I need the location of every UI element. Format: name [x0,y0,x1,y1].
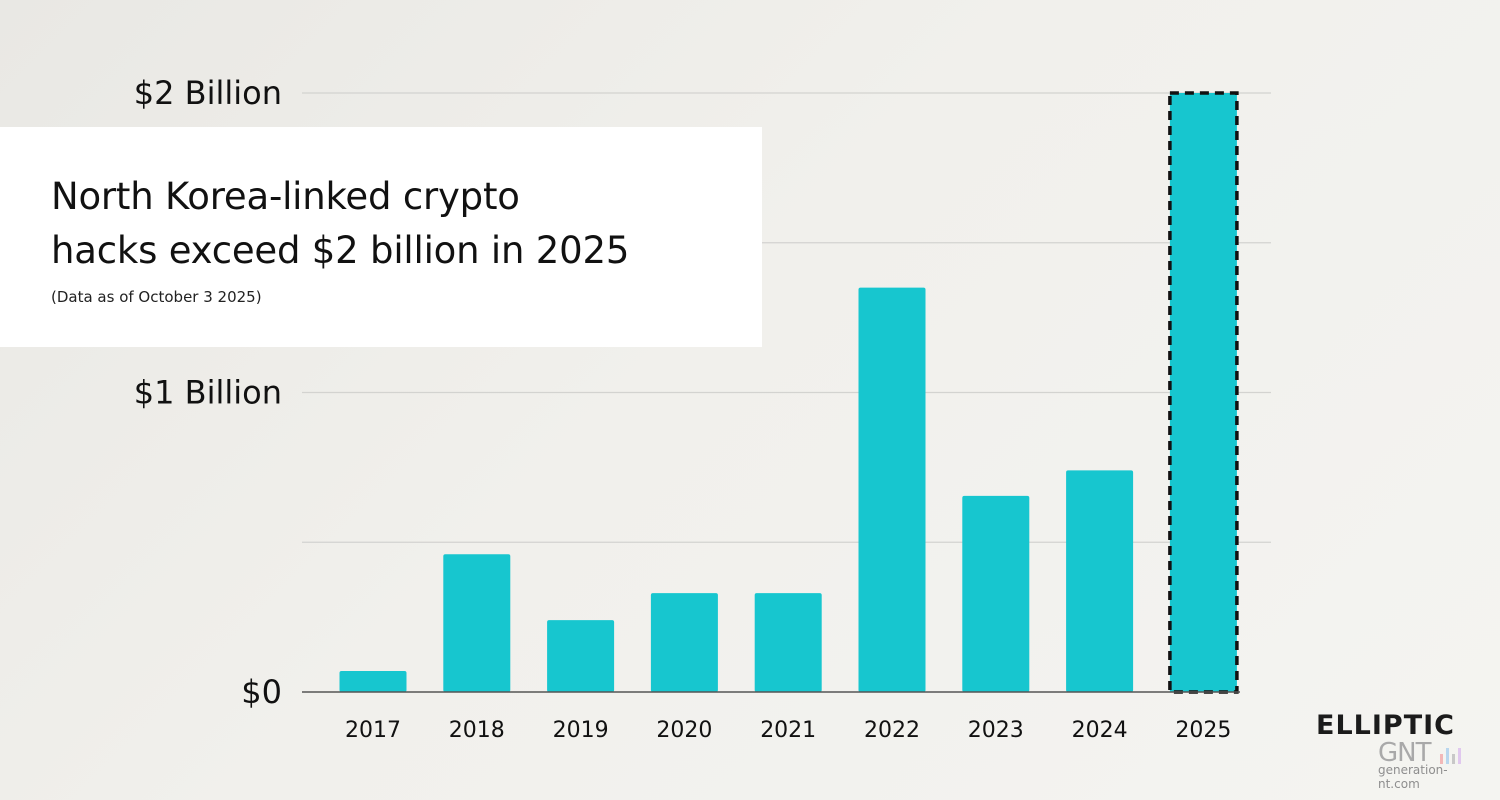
bar-2018 [443,554,511,692]
x-tick-label: 2017 [345,718,401,743]
x-tick-label: 2018 [449,718,505,743]
y-tick-label: $2 Billion [134,74,282,112]
title-card: North Korea-linked crypto hacks exceed $… [0,127,762,347]
y-tick-label: $0 [241,673,282,711]
watermark-name: GNT [1378,738,1431,768]
y-tick-labels: $0 $1 Billion $2 Billion [134,74,282,711]
chart-title-line-1: North Korea-linked crypto [51,175,520,218]
y-tick-label: $1 Billion [134,374,282,412]
watermark-bar [1452,754,1455,764]
bar-2020 [650,593,718,692]
elliptic-logo: ELLIPTIC [1316,710,1455,741]
logo-block: ELLIPTIC GNT generation-nt.com [1316,710,1486,791]
bar-2019 [547,620,615,692]
watermark-bar [1446,748,1449,764]
bar-2023 [962,495,1030,692]
chart-subtitle: (Data as of October 3 2025) [51,288,262,306]
chart-title-line-2: hacks exceed $2 billion in 2025 [51,229,630,272]
bar-2021 [754,593,822,692]
x-tick-label: 2022 [864,718,920,743]
bar-2024 [1066,470,1134,692]
x-tick-label: 2025 [1175,718,1231,743]
bar-2025-highlighted [1168,91,1239,694]
x-tick-label: 2024 [1072,718,1128,743]
bar-2017 [339,671,407,692]
x-tick-label: 2021 [760,718,816,743]
x-tick-label: 2019 [553,718,609,743]
watermark-bar [1458,748,1461,764]
watermark-url: generation-nt.com [1378,763,1448,791]
x-tick-label: 2023 [968,718,1024,743]
x-tick-labels: 2017 2018 2019 2020 2021 2022 2023 2024 2025 [345,718,1231,743]
watermark-bars-icon [1440,746,1470,764]
bars [339,91,1239,694]
bar-2022 [858,287,926,692]
watermark-bar [1440,754,1443,764]
x-tick-label: 2020 [656,718,712,743]
